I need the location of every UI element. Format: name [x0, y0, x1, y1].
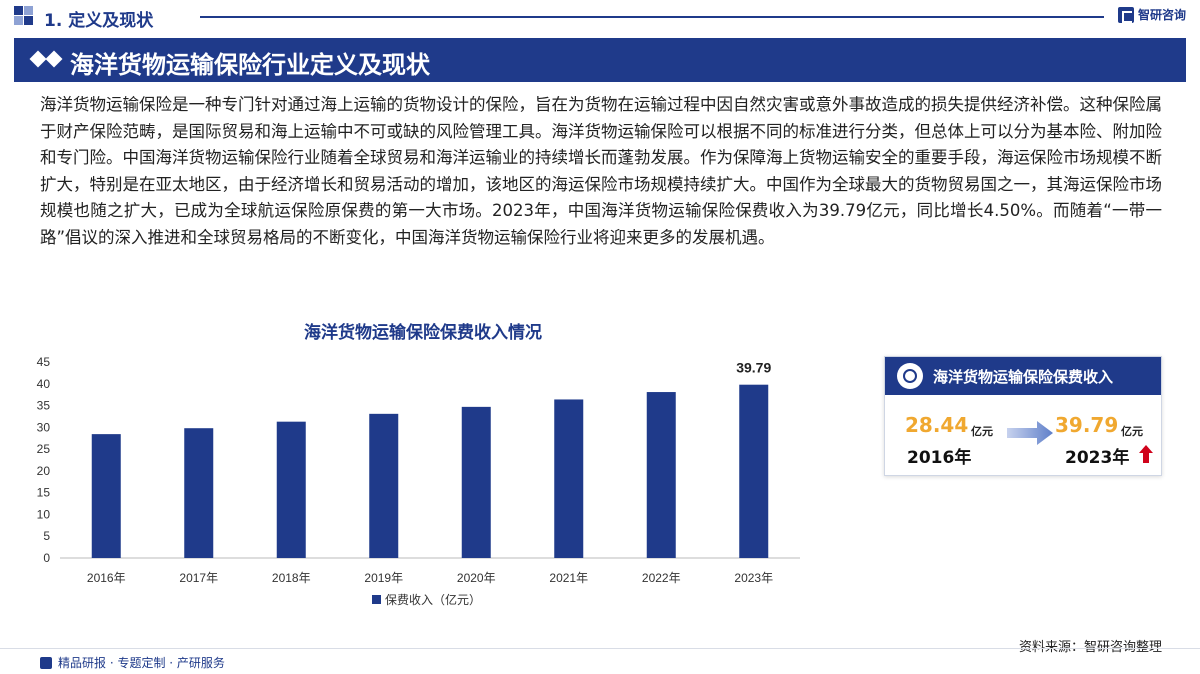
- x-tick-label: 2020年: [457, 571, 496, 585]
- end-value: 39.79: [1055, 413, 1119, 437]
- decor-square: [14, 6, 23, 15]
- bar: [739, 384, 769, 558]
- y-tick-label: 20: [37, 464, 51, 478]
- bar: [184, 428, 214, 558]
- up-arrow-icon: [1139, 445, 1153, 463]
- legend-label: 保费收入（亿元）: [385, 592, 481, 607]
- x-tick-label: 2017年: [179, 571, 218, 585]
- decor-square: [14, 16, 23, 25]
- top-bar: 1. 定义及现状 智研咨询: [0, 0, 1200, 34]
- card-title: 海洋货物运输保险保费收入: [933, 368, 1114, 386]
- summary-card: 海洋货物运输保险保费收入 28.44 亿元 2016年 39.79 亿元 202…: [884, 356, 1162, 476]
- chart-icon: [897, 363, 923, 389]
- decor-square: [24, 6, 33, 15]
- start-value: 28.44: [905, 413, 969, 437]
- data-label: 39.79: [736, 360, 771, 376]
- y-tick-label: 5: [43, 529, 50, 543]
- chart-title: 海洋货物运输保险保费收入情况: [304, 323, 542, 343]
- bar: [276, 421, 306, 558]
- page-title: 海洋货物运输保险行业定义及现状: [70, 51, 430, 79]
- bar: [554, 399, 584, 558]
- y-tick-label: 45: [37, 355, 51, 369]
- arrow-right-icon: [1007, 421, 1053, 445]
- diamond-icon: [29, 50, 63, 68]
- x-tick-label: 2023年: [734, 571, 773, 585]
- decor-square: [24, 16, 33, 25]
- bar: [91, 434, 121, 558]
- y-tick-label: 25: [37, 442, 51, 456]
- x-tick-label: 2018年: [272, 571, 311, 585]
- end-unit: 亿元: [1121, 425, 1143, 438]
- x-tick-label: 2019年: [364, 571, 403, 585]
- bar: [369, 413, 399, 558]
- footer-divider: [0, 648, 1200, 649]
- y-tick-label: 30: [37, 420, 51, 434]
- footer-text: 精品研报 · 专题定制 · 产研服务: [58, 656, 225, 670]
- description-paragraph: 海洋货物运输保险是一种专门针对通过海上运输的货物设计的保险，旨在为货物在运输过程…: [40, 95, 1162, 247]
- brand-logo-icon: [40, 656, 52, 669]
- y-tick-label: 35: [37, 399, 51, 413]
- y-tick-label: 15: [37, 486, 51, 500]
- title-banner: 海洋货物运输保险行业定义及现状: [14, 38, 1186, 82]
- brand-name: 智研咨询: [1137, 8, 1186, 22]
- end-year: 2023年: [1065, 448, 1130, 468]
- header-divider: [200, 16, 1104, 18]
- start-year: 2016年: [907, 448, 972, 468]
- footer: 精品研报 · 专题定制 · 产研服务: [40, 654, 225, 671]
- x-tick-label: 2021年: [549, 571, 588, 585]
- start-unit: 亿元: [971, 425, 993, 438]
- bar: [646, 392, 676, 558]
- source-note: 资料来源：智研咨询整理: [1018, 640, 1162, 655]
- card-header: 海洋货物运输保险保费收入: [885, 357, 1161, 395]
- brand: 智研咨询: [1117, 6, 1186, 23]
- legend-swatch: [372, 595, 381, 604]
- bar: [461, 406, 491, 558]
- x-tick-label: 2016年: [87, 571, 126, 585]
- y-tick-label: 40: [37, 377, 51, 391]
- x-tick-label: 2022年: [642, 571, 681, 585]
- section-title: 1. 定义及现状: [44, 11, 154, 31]
- y-tick-label: 0: [43, 551, 50, 565]
- bar-chart: 0 5 10 15 20 25 30 35 40 45 2016年 2017年 2018年 2019年 20…: [37, 355, 800, 607]
- y-tick-label: 10: [37, 507, 51, 521]
- brand-logo-icon: [1117, 6, 1134, 23]
